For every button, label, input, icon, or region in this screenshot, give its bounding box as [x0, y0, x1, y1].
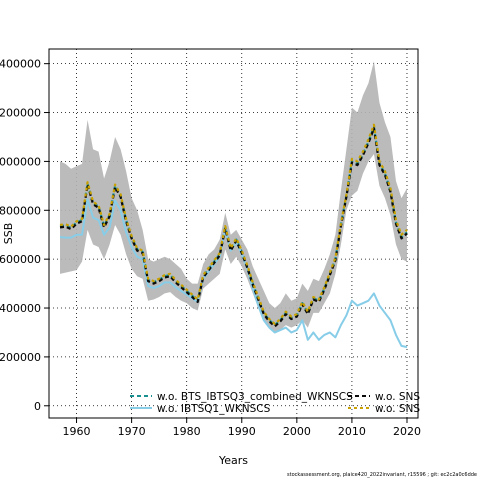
legend-label-2: w.o. IBTSQ1_WKNSCS — [157, 403, 271, 415]
series-line-4 — [59, 123, 408, 326]
x-tick-label: 2000 — [283, 425, 311, 438]
y-tick-label: 0 — [34, 400, 41, 413]
x-tick-label: 2020 — [393, 425, 421, 438]
y-tick-label: 400000 — [0, 302, 41, 315]
x-axis-label: Years — [218, 454, 248, 467]
y-tick-label: 1200000 — [0, 107, 41, 120]
axes: 1960 1970 1980 1990 2000 2010 2020 0 200000 40000… — [0, 58, 421, 438]
y-axis-label: SSB — [2, 223, 15, 245]
y-tick-label: 200000 — [0, 351, 41, 364]
y-tick-label: 1000000 — [0, 155, 41, 168]
confidence-band-layer — [60, 61, 407, 333]
confidence-band — [60, 61, 407, 333]
legend-label-4: w.o. SNS — [375, 403, 420, 415]
series-layer — [59, 123, 408, 349]
x-tick-label: 1990 — [228, 425, 256, 438]
y-tick-label: 600000 — [0, 253, 41, 266]
legend-label-1: w.o. BTS_IBTSQ3_combined_WKNSCS — [157, 391, 353, 403]
footer-credit: stockassessment.org, plaice420_2022invar… — [287, 472, 477, 478]
x-tick-label: 2010 — [338, 425, 366, 438]
x-tick-label: 1970 — [118, 425, 146, 438]
x-tick-label: 1960 — [63, 425, 91, 438]
y-tick-label: 1400000 — [0, 58, 41, 71]
y-tick-label: 800000 — [0, 204, 41, 217]
legend-label-3: w.o. SNS — [375, 391, 420, 403]
x-tick-label: 1980 — [173, 425, 201, 438]
plot-frame — [48, 48, 419, 419]
series-line-3 — [59, 127, 408, 328]
